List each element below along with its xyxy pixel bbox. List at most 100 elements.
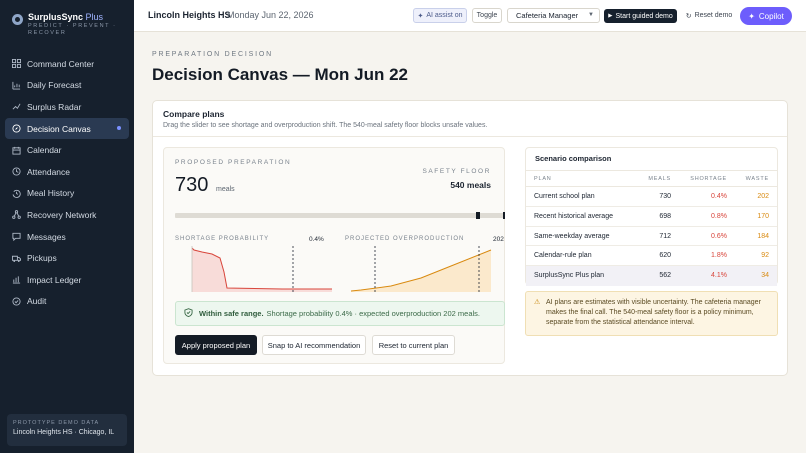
start-guided-demo-button[interactable]: ▶ Start guided demo [604, 9, 677, 23]
sparkle-icon: ✦ [417, 12, 424, 20]
sidebar-item-calendar[interactable]: Calendar [5, 139, 129, 161]
header-shortage: SHORTAGE [690, 176, 727, 182]
table-row-highlighted[interactable]: SurplusSync Plus plan 562 4.1% 34 [526, 266, 777, 286]
snap-to-ai-button[interactable]: Snap to AI recommendation [262, 335, 366, 355]
projected-overproduction-value: 202 [493, 236, 504, 243]
sidebar-item-label: Messages [27, 231, 66, 242]
sidebar-item-audit[interactable]: Audit [5, 291, 129, 313]
shortage-curve-chart [191, 246, 332, 292]
sidebar-item-impact-ledger[interactable]: Impact Ledger [5, 269, 129, 291]
plan-shortage: 0.4% [711, 193, 727, 200]
brand-name: SurplusSync Plus [28, 12, 104, 22]
demo-data-notice: PROTOTYPE DEMO DATA Lincoln Heights HS ·… [7, 414, 127, 446]
card-header: Compare plans Drag the slider to see sho… [153, 101, 787, 137]
plan-name: Recent historical average [534, 212, 613, 220]
sidebar-item-label: Daily Forecast [27, 80, 82, 91]
plan-name: Calendar-rule plan [534, 252, 592, 260]
scenario-comparison-table: Scenario comparison PLAN MEALS SHORTAGE … [525, 147, 778, 286]
plan-meals: 562 [659, 272, 671, 280]
demo-label: PROTOTYPE DEMO DATA [13, 420, 100, 426]
sidebar-item-label: Audit [27, 296, 47, 307]
plan-shortage: 4.1% [711, 272, 727, 280]
sidebar-item-messages[interactable]: Messages [5, 226, 129, 248]
plan-shortage: 0.8% [711, 212, 727, 220]
sidebar-item-command-center[interactable]: Command Center [5, 53, 129, 75]
ledger-icon [12, 275, 21, 284]
brand-tagline: PREDICT · PREVENT · RECOVER [28, 23, 117, 36]
school-name: Lincoln Heights HS [148, 10, 231, 20]
plan-meals: 698 [659, 212, 671, 220]
sidebar-item-label: Pickups [27, 253, 57, 264]
plan-waste: 202 [757, 193, 769, 200]
plan-waste: 34 [761, 272, 769, 280]
safe-range-title: Within safe range. [199, 309, 264, 318]
sidebar-item-decision-canvas[interactable]: Decision Canvas [5, 117, 129, 140]
logo-icon [12, 14, 23, 25]
preparation-slider[interactable] [175, 213, 505, 218]
safety-floor-label: SAFETY FLOOR [422, 168, 491, 175]
play-icon: ▶ [608, 13, 613, 19]
plan-name: SurplusSync Plus plan [534, 272, 605, 280]
demo-school: Lincoln Heights HS · Chicago, IL [13, 429, 115, 436]
plan-name: Current school plan [534, 193, 595, 200]
refresh-icon: ↻ [685, 12, 692, 20]
header-waste: WASTE [745, 176, 769, 182]
slider-max-marker [503, 212, 505, 219]
sidebar-item-recovery-network[interactable]: Recovery Network [5, 204, 129, 226]
message-icon [12, 232, 21, 242]
copilot-button[interactable]: ✦ Copilot [740, 7, 792, 25]
proposed-preparation-unit: meals [216, 186, 235, 193]
table-row[interactable]: Calendar-rule plan 620 1.8% 92 [526, 246, 777, 267]
slider-thumb[interactable] [475, 212, 480, 219]
plan-meals: 730 [659, 193, 671, 200]
plan-shortage: 0.6% [711, 232, 727, 240]
plan-waste: 92 [761, 252, 769, 260]
topbar: Lincoln Heights HS · Monday Jun 22, 2026… [134, 0, 806, 32]
separator: · [220, 10, 223, 20]
active-indicator [117, 125, 121, 130]
safety-floor-value: 540 meals [450, 180, 491, 190]
ai-toggle-button[interactable]: Toggle [472, 8, 502, 23]
plan-name: Same-weekday average [534, 232, 610, 240]
projected-overproduction-label: PROJECTED OVERPRODUCTION [345, 236, 465, 242]
sidebar-item-surplus-radar[interactable]: Surplus Radar [5, 96, 129, 118]
chart-icon [12, 81, 21, 90]
truck-icon [12, 254, 21, 263]
header-plan: PLAN [534, 176, 552, 182]
safe-range-text: Shortage probability 0.4% · expected ove… [266, 309, 480, 318]
table-header: PLAN MEALS SHORTAGE WASTE [526, 170, 777, 187]
sidebar-item-pickups[interactable]: Pickups [5, 247, 129, 269]
sidebar-item-daily-forecast[interactable]: Daily Forecast [5, 75, 129, 97]
table-row[interactable]: Recent historical average 698 0.8% 170 [526, 207, 777, 227]
reset-to-current-button[interactable]: Reset to current plan [372, 335, 455, 355]
sidebar-nav: Command Center Daily Forecast Surplus Ra… [5, 53, 129, 312]
warning-icon: ⚠ [534, 299, 541, 306]
sidebar: SurplusSync Plus PREDICT · PREVENT · REC… [0, 0, 134, 453]
plan-meals: 620 [659, 252, 671, 260]
plan-waste: 170 [757, 212, 769, 220]
shortage-probability-label: SHORTAGE PROBABILITY [175, 236, 270, 242]
page-title: Decision Canvas — Mon Jun 22 [152, 65, 409, 84]
trend-icon [12, 102, 21, 111]
overproduction-curve-chart [351, 246, 492, 292]
apply-proposed-plan-button[interactable]: Apply proposed plan [175, 335, 257, 355]
proposal-panel: PROPOSED PREPARATION 730 meals SAFETY FL… [163, 147, 505, 364]
plan-meals: 712 [659, 232, 671, 240]
role-select[interactable]: Cafeteria Manager ▼ [507, 8, 600, 23]
audit-icon [12, 297, 21, 306]
network-icon [12, 210, 21, 220]
sidebar-item-meal-history[interactable]: Meal History [5, 183, 129, 205]
ai-assist-badge: ✦ AI assist on [413, 8, 467, 23]
sidebar-item-label: Surplus Radar [27, 101, 82, 112]
table-row[interactable]: Current school plan 730 0.4% 202 [526, 187, 777, 207]
brand[interactable]: SurplusSync Plus PREDICT · PREVENT · REC… [12, 12, 128, 37]
clock-icon [12, 167, 21, 176]
sidebar-item-attendance[interactable]: Attendance [5, 161, 129, 183]
card-subtitle: Drag the slider to see shortage and over… [163, 122, 488, 129]
current-date: Monday Jun 22, 2026 [227, 10, 314, 20]
ai-disclaimer-note: ⚠ AI plans are estimates with visible un… [525, 291, 778, 336]
reset-demo-button[interactable]: ↻ Reset demo [685, 12, 733, 20]
table-row[interactable]: Same-weekday average 712 0.6% 184 [526, 227, 777, 247]
shield-check-icon [184, 308, 193, 319]
history-icon [12, 189, 21, 198]
